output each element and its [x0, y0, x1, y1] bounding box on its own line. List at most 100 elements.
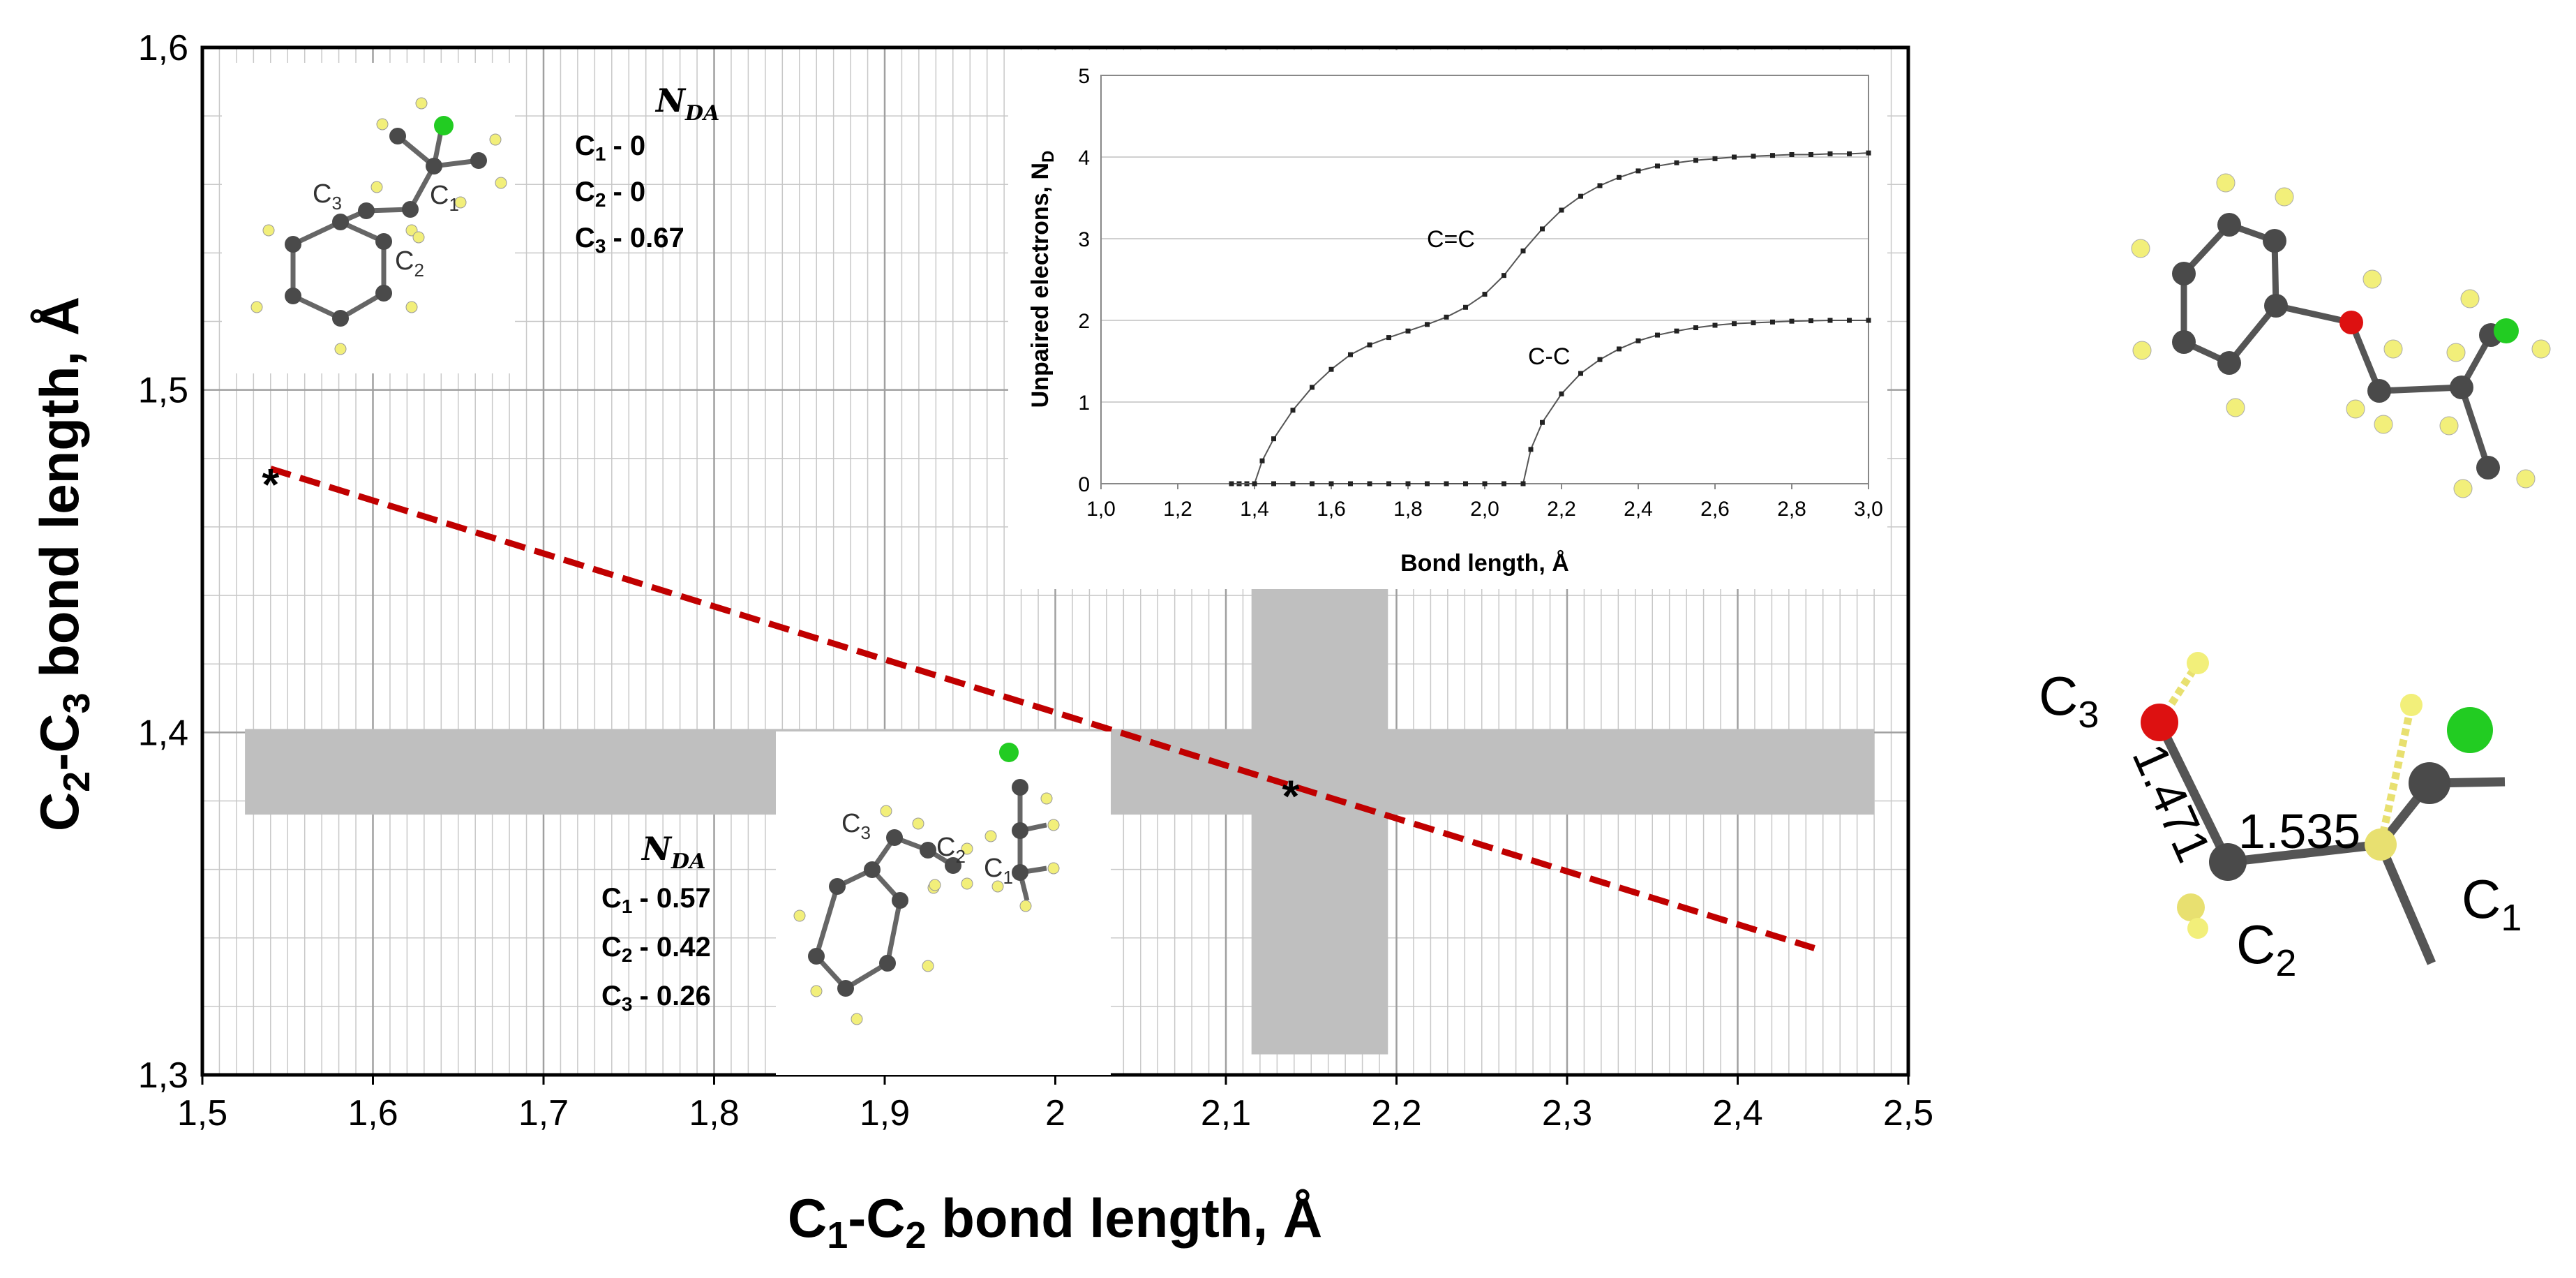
inset-data-point: [1617, 174, 1622, 180]
inset-x-tick-label: 2,8: [1777, 498, 1806, 521]
inset-data-point: [1271, 481, 1276, 486]
bond-length-c1c2: 1.535: [2238, 804, 2360, 859]
inset-data-point: [1847, 318, 1852, 323]
right-label-c1: C1: [2462, 868, 2522, 939]
y-axis-title: C2-C3 bond length, Å: [29, 297, 98, 831]
nda-bottom-table: NDA C1- 0.57 C2- 0.42 C3- 0.26: [601, 830, 711, 1015]
inset-data-point: [1732, 154, 1737, 160]
inset-series: [1229, 150, 1871, 486]
nda-top-row-2: C2- 0: [575, 177, 645, 211]
inset-y-axis-title: Unpaired electrons, ND: [1027, 151, 1058, 408]
inset-x-tick-label: 3,0: [1854, 498, 1883, 521]
inset-x-tick-label: 1,6: [1317, 498, 1346, 521]
inset-data-point: [1635, 338, 1641, 343]
x-title-rest: bond length, Å: [927, 1187, 1323, 1249]
inset-data-point: [1809, 318, 1813, 324]
x-tick-label: 1,5: [177, 1093, 227, 1134]
c1-neighbor-atom: [2365, 829, 2397, 861]
bond-length-c2c3: 1.471: [2122, 736, 2222, 870]
inset-data-point: [1328, 366, 1334, 372]
inset-data-point: [1789, 151, 1795, 157]
bottom-mol-label-c2: C2: [936, 833, 966, 867]
y-title-c: C: [29, 792, 90, 831]
inset-x-tick-label: 2,6: [1700, 498, 1730, 521]
inset-data-point: [1310, 385, 1315, 390]
x-tick-label: 2,2: [1371, 1093, 1421, 1134]
inset-data-point: [1655, 332, 1660, 338]
inset-data-point: [1528, 447, 1534, 452]
bottom-molecule-background: [776, 731, 1111, 1075]
nda-bottom-title: NDA: [641, 830, 705, 874]
x-axis-title: C1-C2 bond length, Å: [788, 1187, 1322, 1256]
inset-data-point: [1578, 193, 1583, 199]
inset-data-point: [1348, 481, 1353, 486]
inset-x-tick-label: 2,2: [1547, 498, 1576, 521]
inset-data-point: [1617, 346, 1622, 352]
inset-data-point: [1271, 436, 1276, 442]
inset-data-point: [1444, 314, 1449, 320]
x-tick-label: 2,4: [1712, 1093, 1762, 1134]
inset-data-point: [1290, 481, 1296, 486]
inset-data-point: [1425, 322, 1430, 327]
inset-x-tick-label: 1,4: [1240, 498, 1269, 521]
inset-data-point: [1229, 481, 1234, 486]
inset-data-point: [1655, 163, 1660, 169]
chlorine-atom: [434, 116, 454, 135]
inset-data-point: [1405, 481, 1411, 486]
top-mol-label-c3: C3: [313, 179, 342, 214]
inset-data-point: [1712, 156, 1718, 161]
inset-label-cc-single: C-C: [1528, 343, 1570, 370]
inset-data-point: [1559, 391, 1564, 396]
inset-x-tick-label: 1,2: [1163, 498, 1192, 521]
inset-data-point: [1866, 318, 1871, 323]
y-title-mid: -C: [29, 713, 90, 771]
x-tick-label: 2: [1045, 1093, 1065, 1134]
data-markers: **: [262, 459, 1299, 822]
inset-data-point: [1502, 481, 1506, 486]
inset-data-point: [1502, 273, 1506, 278]
x-tick-label: 1,9: [860, 1093, 910, 1134]
inset-y-tick-label: 3: [1078, 228, 1090, 251]
inset-data-point: [1635, 168, 1641, 174]
inset-data-point: [1597, 183, 1603, 188]
y-tick-label: 1,5: [138, 371, 188, 411]
c2-atom: [2209, 843, 2247, 881]
top-mol-label-c2: C2: [395, 246, 424, 281]
inset-data-point: [1252, 481, 1257, 486]
right-label-c2: C2: [2236, 914, 2296, 984]
x-title-c: C: [788, 1187, 827, 1249]
inset-data-point: [1732, 321, 1737, 327]
inset-x-tick-label: 2,4: [1624, 498, 1653, 521]
top-molecule-atoms: [250, 97, 507, 355]
inset-data-point: [1847, 151, 1852, 156]
inset-y-tick-label: 0: [1078, 473, 1090, 496]
inset-y-tick-label: 2: [1078, 310, 1090, 333]
inset-data-point: [1405, 328, 1411, 334]
inset-data-point: [1578, 371, 1583, 376]
shaded-band-vertical: [1251, 585, 1388, 1055]
x-title-mid: -C: [848, 1187, 905, 1249]
inset-data-point: [1348, 352, 1353, 357]
star-marker: *: [1282, 771, 1299, 822]
inset-y-tick-labels: 0 1 2 3 4 5: [1078, 65, 1090, 496]
nda-top-row-1: C1- 0: [575, 131, 645, 165]
nda-top-title: NDA: [654, 82, 719, 126]
x-title-sub2: 2: [906, 1214, 927, 1256]
top-mol-label-c1: C1: [430, 181, 459, 215]
inset-data-point: [1789, 318, 1795, 324]
c1-atom: [2409, 762, 2450, 804]
inset-data-point: [1674, 328, 1679, 334]
inset-data-point: [1482, 292, 1488, 297]
right-top-molecule: [2131, 173, 2551, 498]
right-label-c3: C3: [2039, 665, 2099, 736]
nda-top-table: NDA C1- 0 C2- 0 C3- 0.67: [575, 82, 719, 257]
inset-data-point: [1367, 481, 1372, 486]
trend-line: [269, 466, 1815, 951]
inset-data-point: [1259, 458, 1265, 463]
chlorine-atom: [2494, 318, 2519, 343]
inset-data-point: [1520, 481, 1526, 486]
inset-data-point: [1597, 357, 1603, 362]
inset-data-point: [1809, 151, 1813, 157]
chlorine-atom: [999, 743, 1019, 762]
